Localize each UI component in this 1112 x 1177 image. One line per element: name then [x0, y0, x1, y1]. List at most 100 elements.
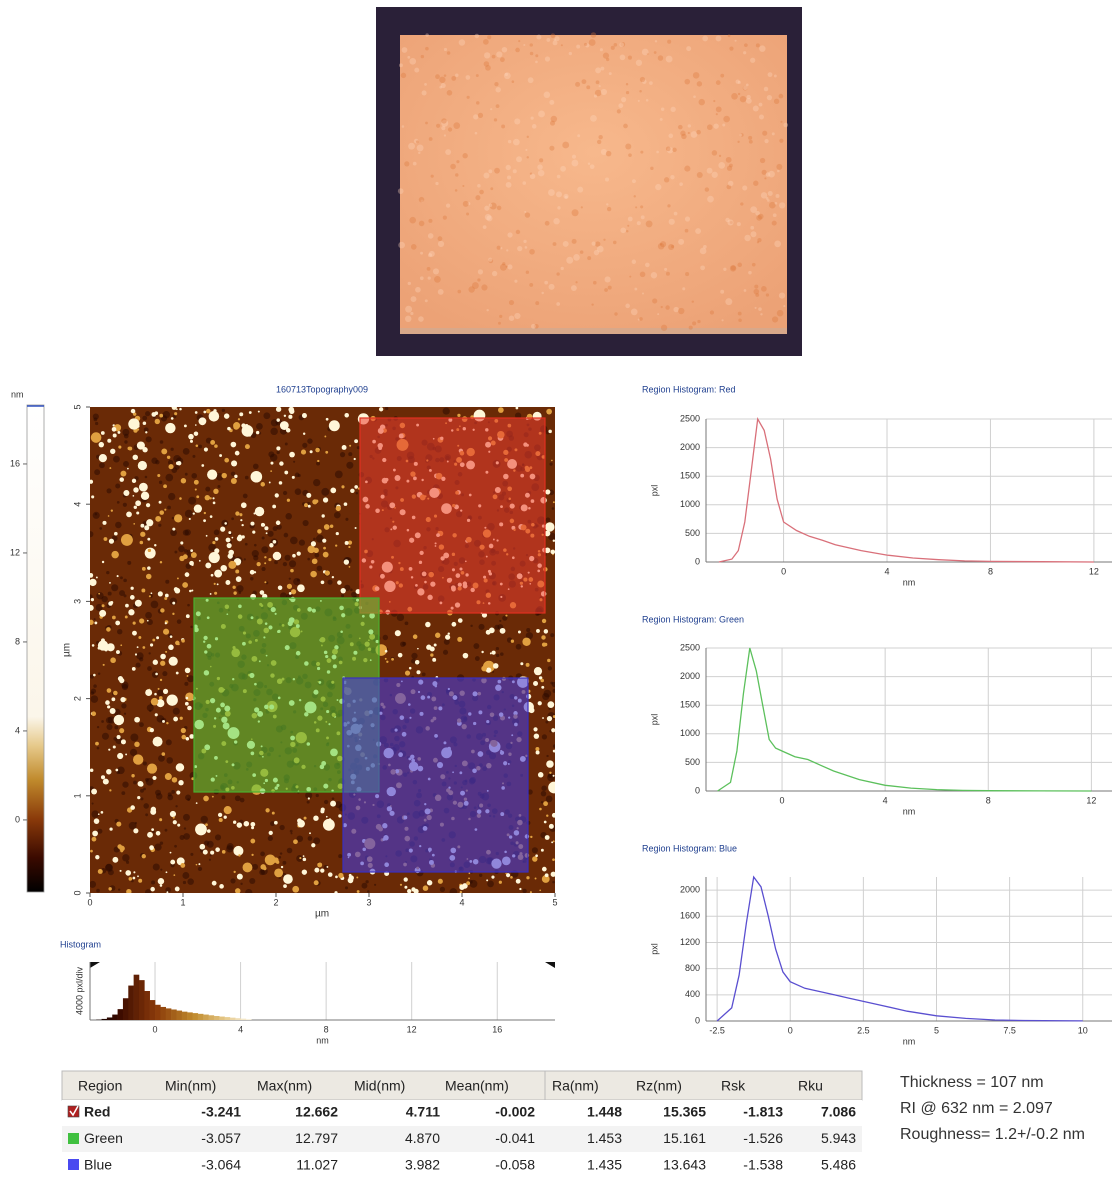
- grain: [150, 643, 153, 646]
- photo-spot: [537, 164, 542, 169]
- grain: [266, 532, 268, 534]
- y-axis-label: pxl: [649, 943, 659, 955]
- photo-spot: [639, 317, 643, 321]
- grain: [211, 574, 214, 577]
- grain: [310, 450, 313, 453]
- grain: [120, 870, 122, 872]
- grain: [231, 478, 237, 484]
- grain: [157, 474, 160, 477]
- grain: [222, 850, 226, 854]
- grain-shadow: [93, 417, 97, 421]
- grain: [160, 654, 166, 660]
- grain: [119, 728, 124, 733]
- grain-shadow: [130, 734, 138, 742]
- grain: [541, 635, 545, 639]
- row-label: Green: [84, 1130, 123, 1146]
- grain: [231, 442, 237, 448]
- photo-spot: [514, 280, 517, 283]
- x-tick-label: 12: [1086, 795, 1096, 805]
- grain: [356, 877, 358, 879]
- region-blue[interactable]: [343, 678, 528, 872]
- photo-spot: [556, 191, 562, 197]
- grain: [332, 576, 334, 578]
- photo-spot: [634, 288, 637, 291]
- grain: [146, 503, 150, 507]
- grain: [117, 431, 120, 434]
- grain-shadow: [126, 861, 129, 864]
- grain-shadow: [250, 577, 253, 580]
- photo-spot: [419, 197, 425, 203]
- photo-spot: [484, 206, 489, 211]
- grain: [542, 867, 547, 872]
- photo-spot: [718, 162, 725, 169]
- photo-spot: [640, 272, 646, 278]
- grain-shadow: [165, 580, 169, 584]
- histogram-bar: [203, 1015, 209, 1020]
- grain-shadow: [187, 878, 193, 884]
- grain: [276, 521, 281, 526]
- photo-spot: [507, 232, 512, 237]
- photo-spot: [716, 35, 722, 41]
- grain: [210, 593, 212, 595]
- photo-spot: [492, 271, 497, 276]
- x-tick-label: 5: [934, 1025, 939, 1035]
- grain: [404, 877, 408, 881]
- swatch-green[interactable]: [68, 1133, 79, 1144]
- grain: [109, 789, 111, 791]
- photo-spot: [490, 108, 492, 110]
- photo-spot: [484, 61, 490, 67]
- table-row: [62, 1126, 862, 1152]
- grain: [140, 532, 145, 537]
- grain: [185, 572, 190, 577]
- photo-spot: [632, 179, 636, 183]
- grain-shadow: [146, 436, 152, 442]
- grain: [546, 814, 548, 816]
- grain: [276, 407, 281, 412]
- grain-shadow: [97, 726, 99, 728]
- grain-shadow: [205, 487, 210, 492]
- grain: [276, 418, 279, 421]
- grain: [112, 616, 116, 620]
- swatch-blue[interactable]: [68, 1159, 79, 1170]
- grain: [135, 600, 142, 607]
- histogram-bar: [102, 1019, 108, 1020]
- photo-spot: [541, 292, 543, 294]
- grain: [292, 886, 299, 893]
- grain: [233, 846, 243, 856]
- grain: [135, 500, 141, 506]
- grain: [299, 857, 301, 859]
- grain: [386, 661, 388, 663]
- photo-spot: [562, 142, 569, 149]
- photo-spot: [665, 305, 669, 309]
- grain-shadow: [285, 443, 288, 446]
- photo-spot: [398, 188, 404, 194]
- grain-shadow: [546, 755, 548, 757]
- grain: [174, 587, 178, 591]
- grain: [264, 581, 266, 583]
- histogram-bar: [198, 1014, 204, 1020]
- histogram-bar: [246, 1019, 252, 1020]
- y-axis-label: pxl: [649, 485, 659, 497]
- photo-spot: [657, 313, 659, 315]
- grain-shadow: [338, 854, 342, 858]
- photo-spot: [598, 135, 602, 139]
- photo-spot: [768, 72, 773, 77]
- x-tick-label: 5: [552, 897, 557, 907]
- grain: [125, 870, 131, 876]
- photo-spot: [448, 127, 452, 131]
- photo-spot: [716, 113, 718, 115]
- grain: [225, 580, 230, 585]
- photo-spot: [586, 85, 590, 89]
- y-axis-label: pxl: [649, 714, 659, 726]
- photo-spot: [582, 79, 587, 84]
- region-red[interactable]: [360, 418, 545, 613]
- grain-shadow: [313, 538, 316, 541]
- grain: [98, 813, 100, 815]
- grain-shadow: [162, 671, 167, 676]
- grain: [235, 451, 240, 456]
- photo-spot: [744, 235, 750, 241]
- histogram-bar: [235, 1018, 241, 1020]
- grain: [134, 506, 137, 509]
- photo-spot: [747, 95, 751, 99]
- photo-spot: [410, 312, 413, 315]
